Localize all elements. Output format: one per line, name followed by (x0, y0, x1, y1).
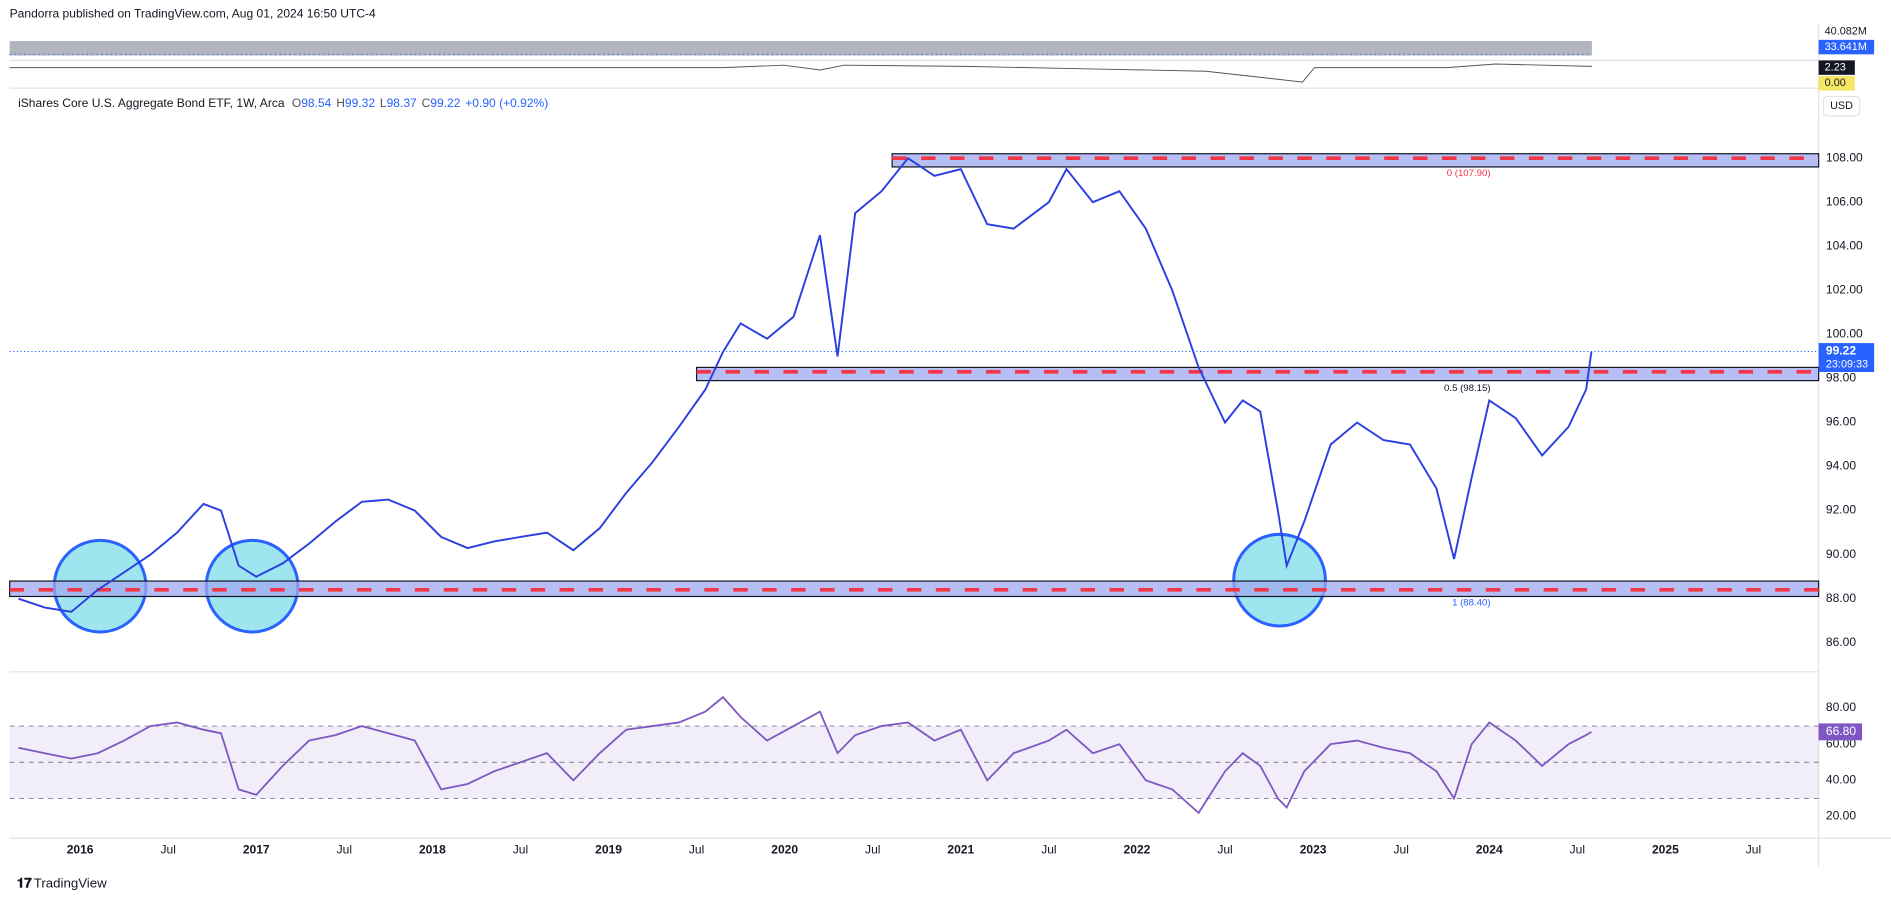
zone (891, 153, 1820, 168)
x-tick-label: Jul (689, 842, 704, 856)
x-tick-label: Jul (1746, 842, 1761, 856)
currency: USD (1830, 100, 1853, 112)
fib-label: 1 (88.40) (1452, 598, 1491, 609)
logo: 𝟏𝟕 (17, 876, 32, 891)
volume-badge (1818, 39, 1875, 55)
fib-label: 0 (107.90) (1447, 168, 1491, 179)
annotation-circle (1232, 532, 1327, 628)
y-tick-label: 102.00 (1826, 282, 1863, 296)
x-tick-label: 2017 (243, 842, 270, 856)
indicator-label: 2.23 (1825, 61, 1846, 73)
rsi-badge (1818, 723, 1863, 741)
ohlc-name: H (336, 96, 345, 110)
ohlc-name: O (292, 96, 301, 110)
ohlc-value: 99.32 (345, 96, 375, 110)
rsi-line (18, 695, 1592, 815)
legend: iShares Core U.S. Aggregate Bond ETF, 1W… (18, 96, 548, 110)
y-tick-label: 108.00 (1826, 150, 1863, 164)
ohlc-name: L (380, 96, 387, 110)
indicator-label: 0.00 (1825, 77, 1846, 89)
y-tick-label: 100.00 (1826, 327, 1863, 341)
volume-label: 40.082M (1825, 25, 1867, 37)
y-tick-label: 90.00 (1826, 547, 1856, 561)
symbol-title: iShares Core U.S. Aggregate Bond ETF, 1W… (18, 96, 285, 110)
countdown: 23:09:33 (1826, 359, 1868, 371)
x-tick-label: 2019 (595, 842, 622, 856)
volume-band (9, 41, 1592, 56)
x-tick-label: 2024 (1476, 842, 1503, 856)
x-tick-label: 2023 (1300, 842, 1327, 856)
ohlc-value: 98.37 (387, 96, 417, 110)
last-price-badge (1818, 343, 1875, 373)
x-tick-label: Jul (865, 842, 880, 856)
price-line (18, 156, 1593, 613)
y-tick-label: 96.00 (1826, 415, 1856, 429)
x-tick-label: Jul (1041, 842, 1056, 856)
currency-box[interactable] (1822, 95, 1861, 117)
indicator-badge (1818, 76, 1855, 91)
x-tick-label: 2022 (1124, 842, 1151, 856)
x-tick-label: Jul (513, 842, 528, 856)
x-tick-label: Jul (1393, 842, 1408, 856)
ohlc-value: 98.54 (301, 96, 331, 110)
fib-label: 0.5 (98.15) (1444, 383, 1491, 394)
y-tick-label: 94.00 (1826, 459, 1856, 473)
y-tick-label: 106.00 (1826, 194, 1863, 208)
indicator-line (9, 63, 1592, 83)
y-tick-label: 86.00 (1826, 635, 1856, 649)
x-tick-label: 2020 (771, 842, 798, 856)
x-tick-label: 2025 (1652, 842, 1679, 856)
ohlc-name: C (422, 96, 431, 110)
y2-tick-label: 80.00 (1826, 700, 1856, 714)
y-tick-label: 88.00 (1826, 591, 1856, 605)
y-tick-label: 98.00 (1826, 371, 1856, 385)
rsi-last-label: 66.80 (1826, 724, 1856, 738)
change: +0.90 (+0.92%) (465, 96, 548, 110)
header: Pandorra published on TradingView.com, A… (10, 7, 376, 21)
indicator-badge (1818, 60, 1855, 75)
zone (696, 366, 1820, 382)
x-tick-label: 2018 (419, 842, 446, 856)
x-tick-label: Jul (337, 842, 352, 856)
last-price-label: 99.22 (1826, 344, 1856, 358)
x-tick-label: Jul (160, 842, 175, 856)
x-tick-label: Jul (1217, 842, 1232, 856)
y-tick-label: 104.00 (1826, 238, 1863, 252)
volume-label: 33.641M (1825, 41, 1867, 53)
x-tick-label: 2016 (67, 842, 94, 856)
ohlc-value: 99.22 (430, 96, 460, 110)
y2-tick-label: 40.00 (1826, 773, 1856, 787)
y2-tick-label: 20.00 (1826, 809, 1856, 823)
x-tick-label: 2021 (947, 842, 974, 856)
brand: TradingView (34, 876, 107, 891)
y-tick-label: 92.00 (1826, 503, 1856, 517)
x-tick-label: Jul (1570, 842, 1585, 856)
